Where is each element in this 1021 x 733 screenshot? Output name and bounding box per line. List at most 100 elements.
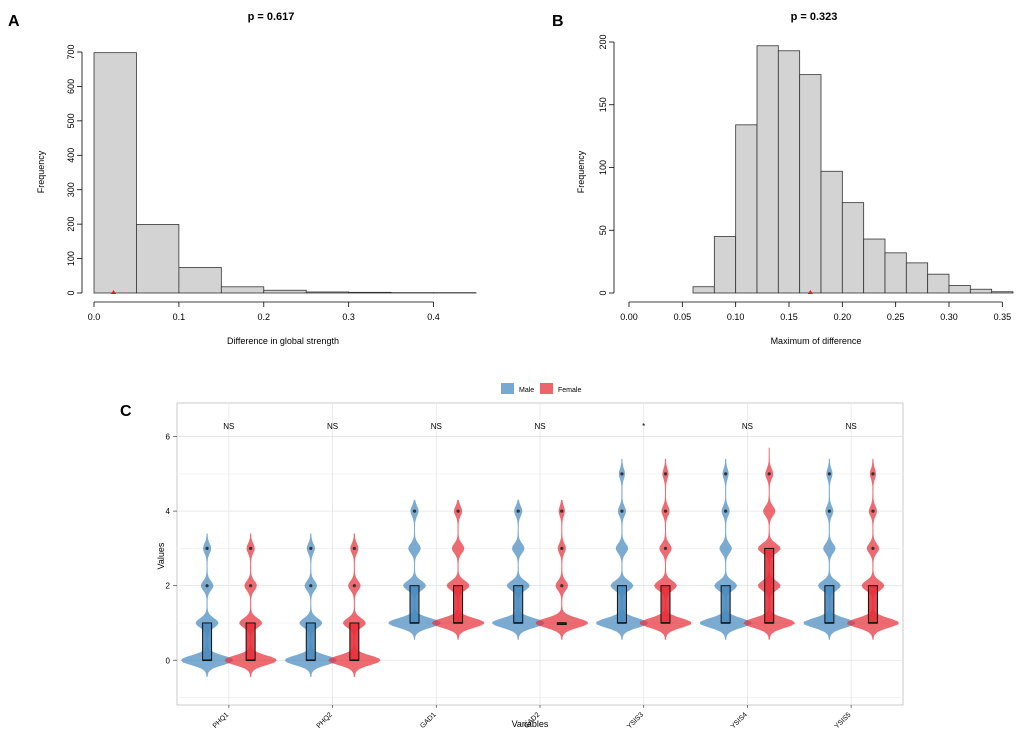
box-female [245, 622, 256, 661]
histogram-bar [178, 267, 222, 294]
outlier-point [663, 472, 668, 476]
outlier-point [827, 509, 831, 513]
y-tick-label: 200 [598, 34, 608, 49]
y-tick-label: 100 [66, 251, 76, 266]
outlier-point [560, 546, 564, 551]
outlier-point [352, 584, 356, 588]
histogram-bar [713, 236, 737, 294]
histogram-bar [799, 74, 822, 294]
histogram-bar [969, 288, 993, 294]
y-tick-label: 0 [66, 290, 76, 295]
histogram-bar [305, 291, 350, 294]
x-tick-label: 0.2 [258, 312, 271, 322]
violin-male [700, 458, 752, 640]
violin-male [803, 458, 855, 640]
outlier-point [205, 546, 209, 551]
histogram-bar [991, 291, 1014, 294]
box-female [660, 585, 671, 624]
histogram-bar [263, 289, 307, 294]
x-tick-label: 0.4 [427, 312, 440, 322]
x-tick-label: 0.15 [780, 312, 798, 322]
histogram-bar [136, 224, 180, 294]
outlier-point [871, 546, 875, 551]
x-tick-label: 0.3 [342, 312, 355, 322]
violin-female [535, 499, 588, 640]
histogram-bar [756, 45, 779, 294]
y-tick-label: 50 [598, 225, 608, 235]
histogram-bar [348, 291, 392, 294]
legend-label-female: Female [558, 387, 581, 394]
outlier-point [724, 509, 728, 513]
histogram-bar [777, 50, 801, 294]
significance-label: NS [534, 422, 545, 431]
outlier-point [767, 472, 771, 476]
y-tick-label: 500 [66, 113, 76, 128]
y-tick-label: 400 [66, 148, 76, 163]
x-axis-label: Maximum of difference [771, 336, 862, 346]
histogram-bar [735, 124, 758, 294]
box-male [202, 622, 213, 661]
y-tick-label: 700 [66, 44, 76, 59]
observed-statistic-marker [807, 290, 813, 294]
box-female [764, 547, 775, 624]
y-axis-label: Values [156, 542, 166, 569]
outlier-point [249, 584, 253, 588]
x-tick-label: 0.30 [940, 312, 958, 322]
x-tick-label: 0.05 [674, 312, 692, 322]
significance-label: * [642, 422, 645, 431]
outlier-point [560, 509, 564, 513]
y-tick-label: 0 [598, 290, 608, 295]
outlier-point [620, 509, 624, 513]
box-female [453, 585, 464, 624]
legend-swatch-male [501, 383, 514, 394]
outlier-point [724, 472, 728, 476]
violin-male [284, 533, 337, 677]
histogram-bar [884, 252, 907, 294]
chart-title: p = 0.617 [248, 11, 295, 23]
outlier-point [871, 509, 875, 513]
x-axis-label: Difference in global strength [227, 336, 339, 346]
outlier-point [663, 546, 668, 551]
x-tick-label: 0.25 [887, 312, 905, 322]
significance-label: NS [223, 422, 234, 431]
violin-male [388, 499, 441, 640]
outlier-point [249, 546, 253, 551]
chart-title: p = 0.323 [791, 11, 838, 23]
panel-a-label: A [8, 13, 20, 30]
box-male [616, 585, 627, 624]
significance-label: NS [431, 422, 442, 431]
outlier-point [871, 472, 875, 476]
outlier-point [205, 584, 209, 588]
box-male [305, 622, 316, 661]
histogram-bar [820, 170, 843, 294]
histogram-b: p = 0.323 0 50 100 150 200 0.00 0.05 0.10 0.15 0.2… [576, 11, 1014, 346]
histogram-bar [841, 202, 865, 294]
histogram-bar [692, 286, 715, 294]
histogram-bar [220, 286, 265, 294]
violin-female [432, 499, 485, 640]
y-tick-label: 200 [66, 217, 76, 232]
x-axis-label: Variables [512, 719, 549, 729]
violin-male [596, 458, 648, 640]
x-tick-label: YSIS5 [834, 711, 853, 730]
outlier-point [663, 509, 668, 513]
x-tick-label: 0.20 [834, 312, 852, 322]
x-tick-label: 0.0 [88, 312, 101, 322]
histogram-a: p = 0.617 0 100 200 300 400 500 600 700 0.0 0.1 0.2… [36, 11, 477, 346]
outlier-point [456, 509, 460, 513]
box-female [867, 585, 878, 624]
histogram-bar [948, 285, 971, 294]
panel-b-label: B [552, 13, 564, 30]
y-axis-label: Frequency [576, 150, 586, 193]
box-male [409, 585, 420, 624]
outlier-point [620, 472, 624, 476]
x-tick-label: 0.00 [620, 312, 638, 322]
violin-male [181, 533, 234, 677]
outlier-point [827, 472, 831, 476]
x-tick-label: GAD1 [419, 711, 438, 730]
box-male [720, 585, 731, 624]
histogram-bar [927, 273, 950, 294]
violin-female [224, 533, 277, 677]
x-tick-label: YSIS3 [626, 711, 645, 730]
violin-female [328, 533, 381, 677]
